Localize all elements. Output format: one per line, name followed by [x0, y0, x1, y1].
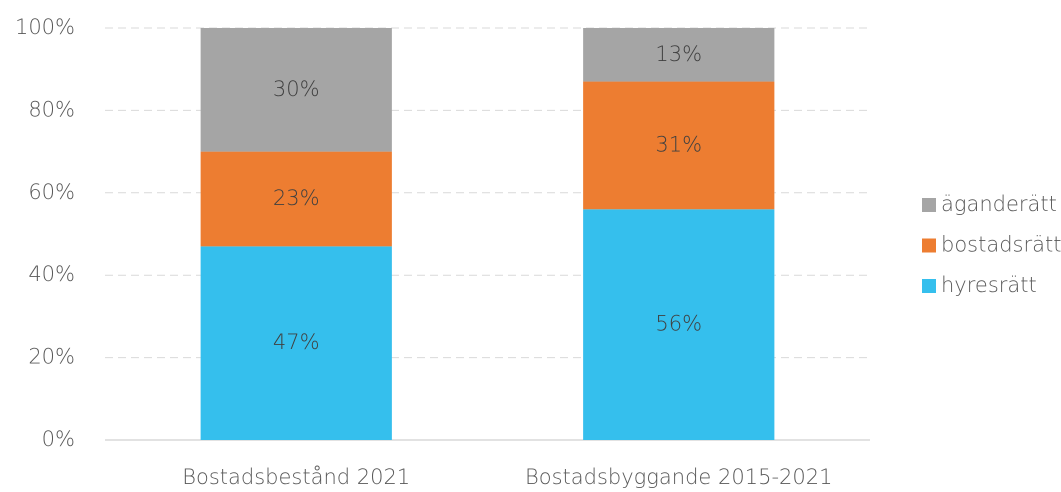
y-tick-label: 40%	[28, 262, 75, 286]
y-tick-label: 20%	[28, 345, 75, 369]
data-label: 47%	[273, 330, 320, 354]
bar-segment	[583, 28, 775, 82]
x-tick-label: Bostadsbestånd 2021	[182, 465, 410, 489]
bar-segment	[200, 28, 392, 152]
legend-label: hyresrätt	[941, 273, 1037, 297]
bar-segment	[200, 246, 392, 440]
legend-label: bostadsrätt	[941, 233, 1061, 257]
bar-segment	[200, 151, 392, 247]
legend-swatch	[922, 238, 936, 253]
data-label: 30%	[273, 77, 320, 101]
y-tick-label: 60%	[28, 180, 75, 204]
x-tick-label: Bostadsbyggande 2015-2021	[525, 465, 832, 489]
legend-label: äganderätt	[941, 192, 1057, 216]
legend-swatch	[922, 198, 936, 212]
y-tick-label: 80%	[28, 97, 75, 121]
data-label: 56%	[655, 312, 702, 336]
bar-segment	[583, 81, 775, 210]
y-tick-label: 0%	[42, 427, 75, 451]
bar-segment	[583, 209, 775, 440]
y-tick-label: 100%	[15, 15, 75, 39]
legend-swatch	[922, 279, 936, 293]
data-label: 23%	[273, 186, 320, 210]
data-label: 13%	[655, 42, 702, 66]
data-label: 31%	[655, 132, 702, 156]
